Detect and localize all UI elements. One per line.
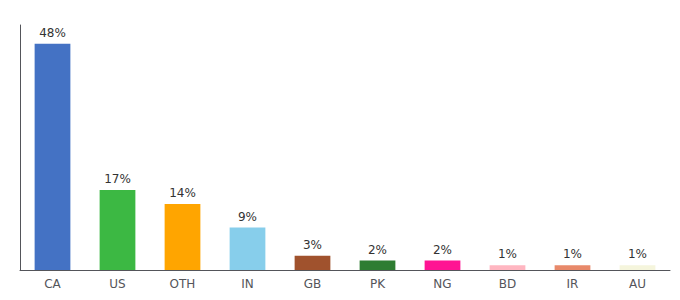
svg-text:14%: 14% bbox=[169, 186, 196, 200]
svg-text:GB: GB bbox=[304, 277, 322, 291]
svg-text:48%: 48% bbox=[39, 26, 66, 40]
svg-text:OTH: OTH bbox=[170, 277, 196, 291]
svg-text:US: US bbox=[109, 277, 125, 291]
svg-text:1%: 1% bbox=[563, 247, 582, 261]
svg-text:PK: PK bbox=[370, 277, 386, 291]
svg-text:1%: 1% bbox=[628, 247, 647, 261]
svg-text:IN: IN bbox=[241, 277, 254, 291]
svg-text:2%: 2% bbox=[433, 243, 452, 257]
svg-text:9%: 9% bbox=[238, 210, 257, 224]
svg-text:17%: 17% bbox=[104, 172, 131, 186]
svg-text:1%: 1% bbox=[498, 247, 517, 261]
svg-text:CA: CA bbox=[44, 277, 61, 291]
svg-text:AU: AU bbox=[629, 277, 646, 291]
svg-text:3%: 3% bbox=[303, 238, 322, 252]
svg-text:2%: 2% bbox=[368, 243, 387, 257]
svg-text:NG: NG bbox=[433, 277, 451, 291]
svg-text:IR: IR bbox=[567, 277, 579, 291]
svg-text:BD: BD bbox=[499, 277, 516, 291]
